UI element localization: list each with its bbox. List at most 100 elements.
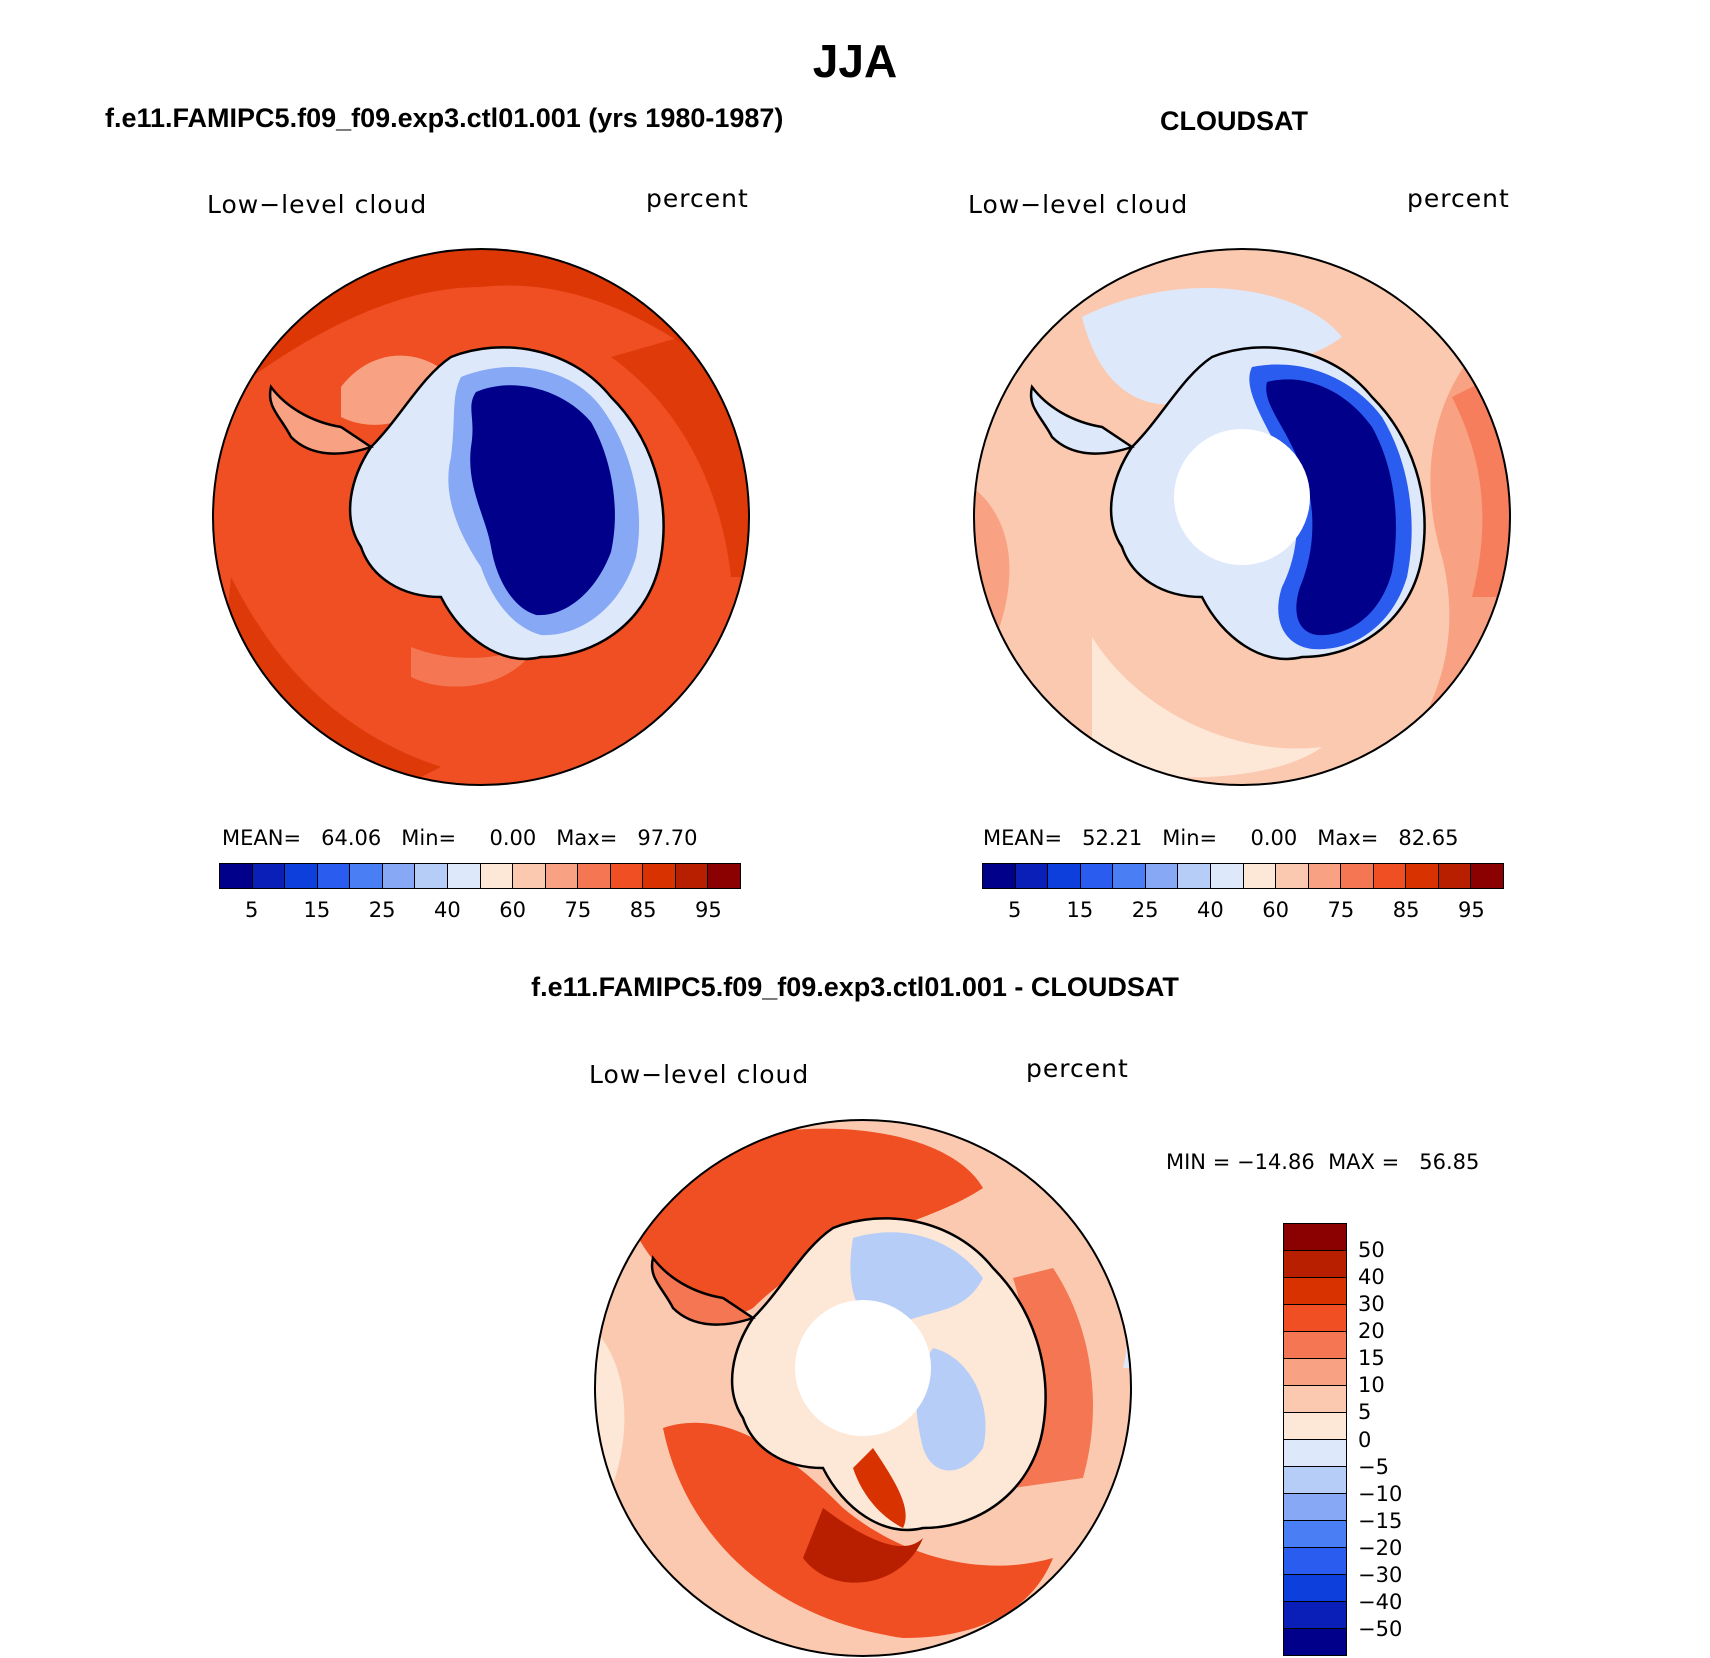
diff-colorbar-swatch [1284, 1305, 1346, 1332]
diff-colorbar-tick-label: −50 [1358, 1616, 1403, 1641]
obs-colorbar-tick-label: 95 [1458, 898, 1485, 922]
obs-colorbar-ticks: 5 15 25 40 60 75 85 95 [982, 898, 1504, 924]
model-colorbar-swatch [220, 864, 253, 888]
model-variable-label: Low−level cloud [207, 190, 428, 219]
diff-colorbar-swatch [1284, 1332, 1346, 1359]
diff-colorbar-swatch [1284, 1359, 1346, 1386]
obs-colorbar-swatch [1080, 864, 1114, 888]
model-colorbar-tick-label: 75 [564, 898, 592, 922]
model-colorbar-tick-label: 15 [303, 898, 331, 922]
model-panel-title: f.e11.FAMIPC5.f09_f09.exp3.ctl01.001 (yr… [105, 103, 784, 133]
model-colorbar-swatch [545, 864, 579, 888]
diff-colorbar-swatch [1284, 1494, 1346, 1521]
obs-colorbar-swatch [983, 864, 1016, 888]
obs-colorbar [982, 863, 1504, 889]
obs-colorbar-swatch [1406, 864, 1439, 888]
diff-colorbar-swatch [1284, 1251, 1346, 1278]
model-colorbar-swatch [252, 864, 286, 888]
diff-units-label: percent [1026, 1054, 1129, 1083]
model-colorbar [219, 863, 741, 889]
obs-colorbar-tick-label: 60 [1262, 898, 1289, 922]
diff-colorbar-tick-label: −30 [1358, 1562, 1403, 1587]
diff-colorbar-tick-label: 50 [1358, 1238, 1385, 1263]
model-colorbar-swatch [415, 864, 448, 888]
obs-stats: MEAN= 52.21 Min= 0.00 Max= 82.65 [983, 826, 1459, 850]
diff-colorbar-tick-label: −15 [1358, 1508, 1403, 1533]
obs-colorbar-swatch [1178, 864, 1211, 888]
diff-colorbar-tick-label: −20 [1358, 1535, 1403, 1560]
obs-polar-hole [1174, 429, 1310, 565]
diff-colorbar-tick-label: 5 [1358, 1400, 1372, 1425]
model-colorbar-swatch [513, 864, 546, 888]
obs-colorbar-swatch [1243, 864, 1277, 888]
model-colorbar-swatch [285, 864, 318, 888]
diff-polar-hole [795, 1300, 931, 1436]
diff-peninsula [650, 1255, 756, 1326]
model-colorbar-swatch [447, 864, 481, 888]
obs-colorbar-swatch [1113, 864, 1146, 888]
model-colorbar-swatch [382, 864, 416, 888]
diff-colorbar-tick-label: 30 [1358, 1292, 1385, 1317]
obs-map [973, 248, 1511, 786]
model-peninsula [268, 384, 374, 455]
diff-colorbar-swatch [1284, 1602, 1346, 1629]
obs-panel-title: CLOUDSAT [1160, 106, 1308, 136]
model-colorbar-ticks: 5 15 25 40 60 75 85 95 [219, 898, 741, 924]
diff-colorbar-tick-label: −10 [1358, 1481, 1403, 1506]
obs-colorbar-swatch [1308, 864, 1342, 888]
model-colorbar-tick-label: 85 [629, 898, 657, 922]
season-title: JJA [812, 35, 898, 87]
diff-colorbar-tick-label: 20 [1358, 1319, 1385, 1344]
obs-colorbar-tick-label: 85 [1392, 898, 1420, 922]
obs-colorbar-tick-label: 25 [1131, 898, 1159, 922]
diff-colorbar-tick-label: 15 [1358, 1346, 1385, 1371]
model-colorbar-swatch [578, 864, 611, 888]
diff-colorbar-swatch [1284, 1548, 1346, 1575]
model-units-label: percent [646, 184, 749, 213]
diff-colorbar-swatch [1284, 1575, 1346, 1602]
diff-stats: MIN = −14.86 MAX = 56.85 [1166, 1150, 1480, 1174]
obs-colorbar-tick-label: 75 [1327, 898, 1355, 922]
diff-colorbar-swatch [1284, 1413, 1346, 1440]
model-colorbar-tick-label: 95 [695, 898, 722, 922]
obs-peninsula [1029, 384, 1135, 455]
diff-colorbar-swatch [1284, 1521, 1346, 1548]
obs-colorbar-swatch [1145, 864, 1179, 888]
obs-colorbar-tick-label: 40 [1197, 898, 1224, 922]
obs-variable-label: Low−level cloud [968, 190, 1189, 219]
obs-units-label: percent [1407, 184, 1510, 213]
diff-colorbar-tick-label: 10 [1358, 1373, 1385, 1398]
diff-map [594, 1119, 1132, 1657]
model-colorbar-tick-label: 40 [434, 898, 461, 922]
model-map [212, 248, 750, 786]
model-colorbar-tick-label: 5 [244, 898, 259, 922]
model-colorbar-swatch [350, 864, 383, 888]
obs-colorbar-swatch [1471, 864, 1503, 888]
model-colorbar-tick-label: 25 [368, 898, 396, 922]
model-colorbar-swatch [643, 864, 676, 888]
obs-colorbar-tick-label: 15 [1066, 898, 1094, 922]
model-colorbar-swatch [317, 864, 351, 888]
model-stats: MEAN= 64.06 Min= 0.00 Max= 97.70 [222, 826, 698, 850]
obs-colorbar-swatch [1015, 864, 1049, 888]
model-colorbar-swatch [708, 864, 740, 888]
diff-colorbar-swatch [1284, 1467, 1346, 1494]
obs-colorbar-swatch [1210, 864, 1244, 888]
model-colorbar-swatch [610, 864, 644, 888]
obs-colorbar-tick-label: 5 [1007, 898, 1022, 922]
model-colorbar-swatch [480, 864, 514, 888]
obs-colorbar-swatch [1048, 864, 1081, 888]
obs-colorbar-swatch [1373, 864, 1407, 888]
model-colorbar-tick-label: 60 [499, 898, 526, 922]
diff-colorbar-swatch [1284, 1440, 1346, 1467]
diff-colorbar-swatch [1284, 1224, 1346, 1251]
obs-colorbar-swatch [1438, 864, 1472, 888]
diff-colorbar-tick-label: −5 [1358, 1454, 1389, 1479]
model-colorbar-swatch [675, 864, 709, 888]
diff-colorbar-swatch [1284, 1629, 1346, 1655]
obs-colorbar-swatch [1276, 864, 1309, 888]
diff-colorbar-tick-label: 0 [1358, 1427, 1372, 1452]
diff-colorbar-tick-label: 40 [1358, 1265, 1385, 1290]
diff-colorbar-tick-label: −40 [1358, 1589, 1403, 1614]
diff-colorbar-swatch [1284, 1278, 1346, 1305]
